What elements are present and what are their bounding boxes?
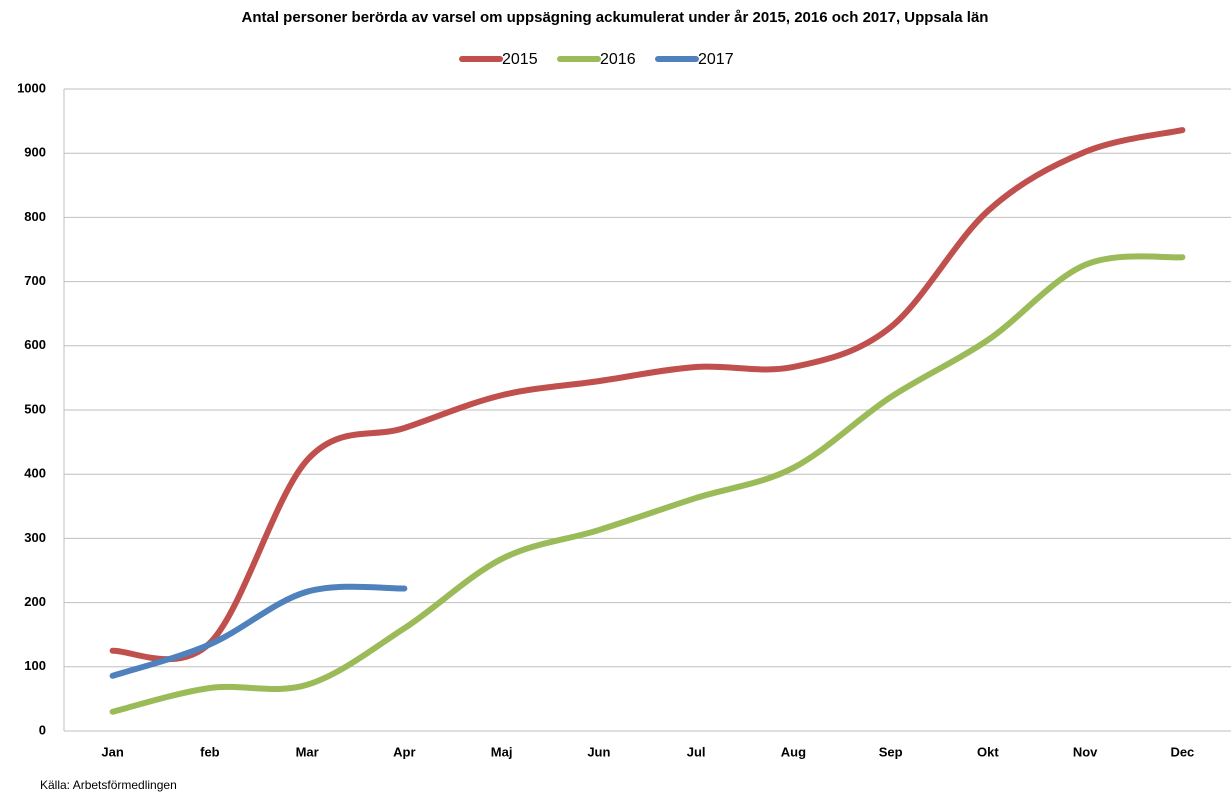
x-tick-label: Aug bbox=[781, 744, 806, 759]
source-note: Källa: Arbetsförmedlingen bbox=[40, 778, 177, 792]
legend-label: 2015 bbox=[502, 51, 538, 68]
y-tick-label: 0 bbox=[39, 722, 46, 737]
chart-title: Antal personer berörda av varsel om upps… bbox=[242, 9, 989, 26]
y-tick-label: 100 bbox=[24, 658, 46, 673]
x-tick-label: Jun bbox=[587, 744, 610, 759]
line-series bbox=[109, 583, 408, 679]
x-tick-label: Jul bbox=[687, 744, 706, 759]
y-tick-label: 400 bbox=[24, 466, 46, 481]
x-tick-label: Okt bbox=[977, 744, 999, 759]
y-tick-label: 1000 bbox=[17, 80, 46, 95]
line-series bbox=[109, 253, 1186, 715]
x-tick-label: Maj bbox=[491, 744, 513, 759]
x-tick-label: Dec bbox=[1170, 744, 1194, 759]
line-series bbox=[109, 127, 1186, 663]
y-tick-label: 300 bbox=[24, 530, 46, 545]
y-tick-label: 600 bbox=[24, 337, 46, 352]
legend-label: 2017 bbox=[698, 51, 734, 68]
y-tick-label: 500 bbox=[24, 401, 46, 416]
y-tick-label: 800 bbox=[24, 209, 46, 224]
y-tick-label: 700 bbox=[24, 273, 46, 288]
y-tick-label: 200 bbox=[24, 594, 46, 609]
x-tick-label: Apr bbox=[393, 744, 415, 759]
x-tick-label: Sep bbox=[879, 744, 903, 759]
x-tick-label: Nov bbox=[1073, 744, 1098, 759]
x-tick-label: feb bbox=[200, 744, 220, 759]
legend-label: 2016 bbox=[600, 51, 636, 68]
x-tick-label: Mar bbox=[296, 744, 319, 759]
y-tick-label: 900 bbox=[24, 145, 46, 160]
x-tick-label: Jan bbox=[101, 744, 123, 759]
